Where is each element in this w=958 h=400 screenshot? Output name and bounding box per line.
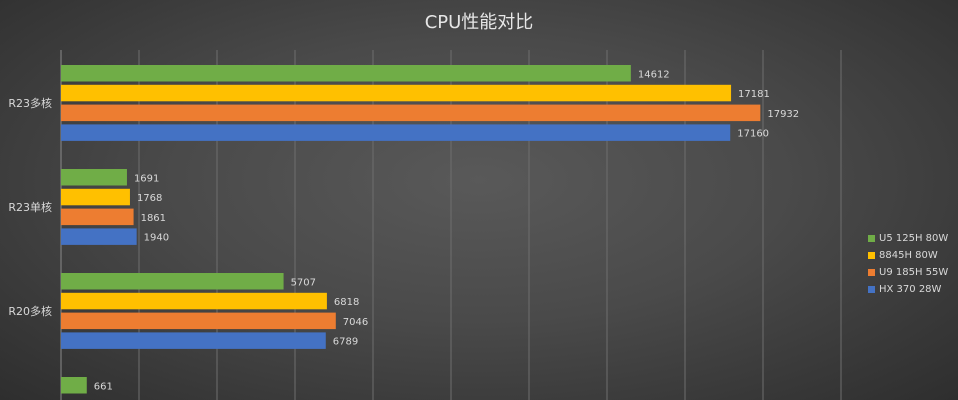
legend-label: HX 370 28W xyxy=(879,284,942,295)
data-label: 17932 xyxy=(767,109,799,120)
legend-item: 8845H 80W xyxy=(868,247,948,264)
data-label: 17160 xyxy=(737,129,769,140)
bar xyxy=(61,208,134,226)
data-label: 1940 xyxy=(144,233,169,244)
category-label: R20多核 xyxy=(8,304,52,318)
data-label: 17181 xyxy=(738,89,770,100)
category-label: R23单核 xyxy=(8,200,52,214)
bar xyxy=(61,377,87,394)
bar xyxy=(61,332,326,349)
data-label: 6818 xyxy=(334,297,359,308)
category-label: R23多核 xyxy=(8,96,52,110)
legend-label: U9 185H 55W xyxy=(879,267,949,278)
data-label: 5707 xyxy=(291,277,316,288)
data-label: 14612 xyxy=(638,69,670,80)
bar xyxy=(61,228,137,245)
data-label: 1861 xyxy=(141,213,166,224)
legend-swatch xyxy=(868,286,875,293)
chart-legend: U5 125H 80W 8845H 80W U9 185H 55W HX 370… xyxy=(868,230,948,298)
bar xyxy=(61,312,336,330)
bar xyxy=(61,104,761,122)
data-label: 1768 xyxy=(137,193,162,204)
legend-swatch xyxy=(868,269,875,276)
bar xyxy=(61,273,284,290)
legend-label: U5 125H 80W xyxy=(879,233,949,244)
bar xyxy=(61,188,130,206)
legend-swatch xyxy=(868,235,875,242)
data-label: 661 xyxy=(94,381,113,392)
legend-item: U9 185H 55W xyxy=(868,264,948,281)
legend-item: HX 370 28W xyxy=(868,281,948,298)
data-label: 6789 xyxy=(333,337,358,348)
data-label: 7046 xyxy=(343,317,368,328)
bar xyxy=(61,65,631,82)
legend-swatch xyxy=(868,252,875,259)
bar xyxy=(61,169,127,186)
legend-label: 8845H 80W xyxy=(879,250,938,261)
bar xyxy=(61,84,732,102)
legend-item: U5 125H 80W xyxy=(868,230,948,247)
bar xyxy=(61,292,327,310)
data-label: 1691 xyxy=(134,173,159,184)
chart-title: CPU性能对比 xyxy=(424,12,534,33)
bar xyxy=(61,124,731,141)
